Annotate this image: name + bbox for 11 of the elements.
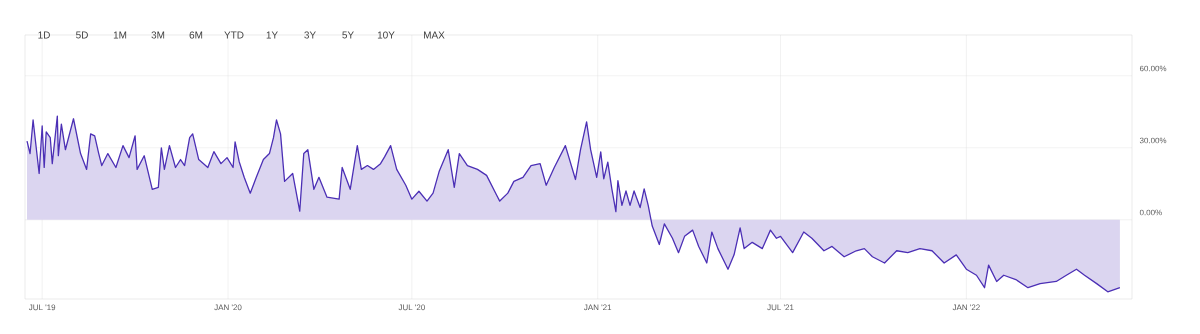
annotation: 3Y [304, 31, 316, 39]
annotation: 3M [151, 31, 165, 39]
annotation: 5Y [342, 31, 354, 39]
annotation: YTD [224, 31, 244, 39]
annotation: 1Y [266, 31, 278, 39]
annotation: 5D [76, 31, 88, 39]
annotation: 1M [113, 31, 127, 39]
annotation: 1D [38, 31, 50, 39]
annotation: 6M [189, 31, 203, 39]
annotation: MAX [424, 31, 445, 39]
annotation: 10Y [377, 31, 395, 39]
